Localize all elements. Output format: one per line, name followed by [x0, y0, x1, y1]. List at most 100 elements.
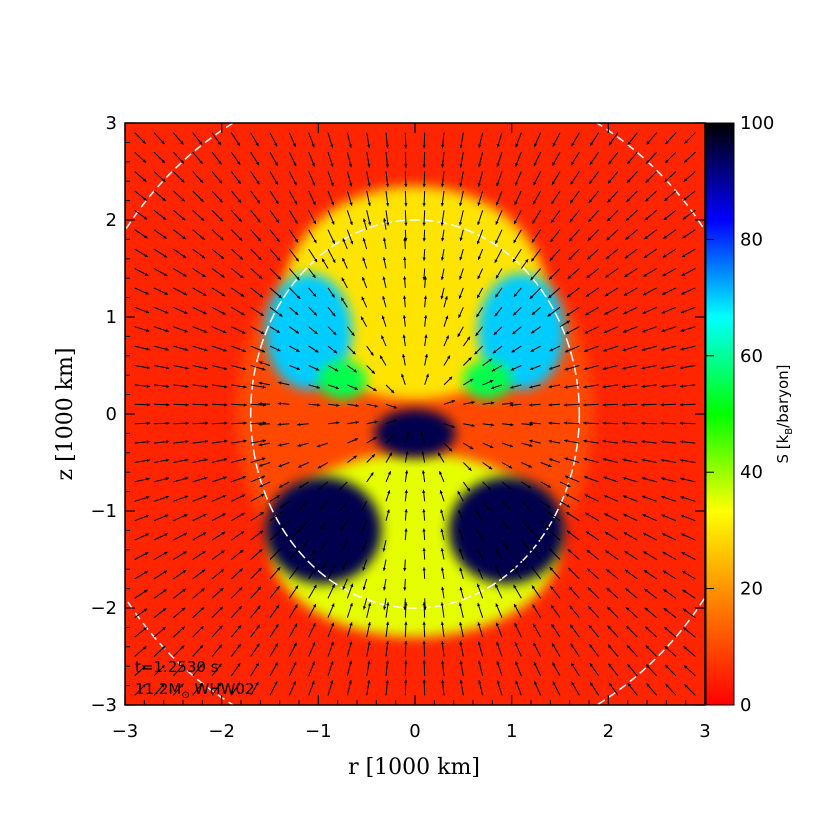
velocity-arrowhead	[164, 273, 168, 277]
velocity-arrowhead	[489, 444, 494, 449]
velocity-arrowhead	[570, 643, 574, 648]
velocity-arrowhead	[204, 403, 209, 407]
velocity-arrowhead	[164, 291, 168, 295]
velocity-arrowhead	[477, 183, 481, 187]
velocity-arrowhead	[584, 330, 589, 334]
velocity-arrowhead	[644, 235, 648, 240]
velocity-arrowhead	[529, 385, 533, 389]
velocity-arrowhead	[663, 608, 668, 612]
velocity-arrowhead	[495, 584, 499, 588]
velocity-arrowhead	[184, 329, 188, 333]
velocity-arrowhead	[349, 202, 353, 206]
velocity-arrowhead	[439, 490, 443, 494]
x-tick-label: −2	[208, 721, 235, 742]
velocity-arrowhead	[679, 384, 684, 388]
velocity-arrowhead	[608, 644, 612, 649]
velocity-arrowhead	[585, 531, 590, 535]
velocity-arrowhead	[660, 403, 664, 407]
velocity-arrowhead	[146, 496, 150, 500]
velocity-arrowhead	[262, 367, 266, 371]
velocity-arrowhead	[335, 386, 340, 390]
velocity-arrowhead	[165, 477, 169, 481]
velocity-arrowhead	[162, 608, 167, 612]
velocity-arrowhead	[534, 143, 538, 147]
velocity-arrowhead	[583, 457, 588, 461]
velocity-arrowhead	[608, 141, 613, 146]
velocity-arrowhead	[350, 583, 354, 588]
velocity-arrowhead	[623, 513, 627, 517]
velocity-arrowhead	[367, 602, 372, 606]
velocity-arrowhead	[294, 311, 299, 315]
velocity-arrowhead	[569, 605, 573, 610]
velocity-arrowhead	[294, 239, 299, 243]
velocity-arrowhead	[495, 603, 499, 607]
velocity-arrowhead	[241, 312, 245, 316]
velocity-arrowhead	[551, 200, 555, 204]
velocity-arrowhead	[162, 197, 166, 201]
velocity-arrowhead	[314, 330, 318, 335]
velocity-arrowhead	[258, 443, 262, 447]
y-tick-label: 0	[106, 404, 117, 425]
y-tick-label: −3	[90, 695, 117, 716]
velocity-arrowhead	[533, 642, 537, 647]
velocity-arrowhead	[362, 547, 366, 551]
velocity-arrowhead	[531, 330, 535, 334]
velocity-arrowhead	[563, 421, 568, 425]
x-tick-label: 3	[699, 721, 710, 742]
velocity-arrowhead	[422, 203, 426, 207]
velocity-arrowhead	[445, 335, 449, 339]
x-tick-label: −3	[112, 721, 139, 742]
velocity-arrowhead	[382, 296, 386, 300]
velocity-arrowhead	[312, 274, 316, 278]
velocity-arrowhead	[144, 235, 148, 239]
velocity-arrowhead	[621, 384, 626, 389]
velocity-arrowhead	[402, 354, 406, 358]
velocity-arrowhead	[240, 549, 244, 554]
velocity-arrowhead	[514, 642, 518, 646]
region-core	[374, 409, 456, 458]
velocity-arrowhead	[293, 661, 297, 666]
velocity-arrowhead	[589, 161, 593, 165]
velocity-arrowhead	[367, 144, 371, 148]
velocity-arrowhead	[180, 141, 184, 145]
velocity-arrowhead	[478, 680, 482, 684]
velocity-arrowhead	[362, 277, 366, 281]
velocity-arrowhead	[183, 273, 187, 277]
velocity-arrowhead	[341, 527, 345, 531]
velocity-arrowhead	[441, 144, 445, 149]
velocity-arrowhead	[563, 403, 568, 407]
velocity-arrowhead	[662, 254, 667, 258]
velocity-arrowhead	[622, 366, 626, 370]
velocity-arrowhead	[458, 295, 462, 299]
velocity-arrowhead	[311, 143, 315, 148]
velocity-arrowhead	[477, 275, 481, 280]
velocity-arrowhead	[551, 605, 555, 609]
velocity-arrowhead	[237, 644, 241, 648]
velocity-arrowhead	[163, 235, 167, 239]
velocity-arrowhead	[341, 277, 345, 282]
velocity-arrowhead	[275, 200, 279, 204]
velocity-arrowhead	[604, 293, 609, 297]
velocity-arrowhead	[660, 458, 665, 462]
velocity-arrowhead	[386, 602, 390, 606]
velocity-arrowhead	[161, 683, 165, 688]
velocity-arrowhead	[146, 458, 150, 463]
velocity-arrowhead	[626, 626, 630, 630]
velocity-arrowhead	[583, 385, 587, 389]
velocity-arrowhead	[314, 349, 319, 353]
velocity-arrowhead	[459, 276, 463, 280]
velocity-arrowhead	[143, 216, 148, 220]
velocity-arrowhead	[274, 181, 278, 185]
velocity-arrowhead	[570, 180, 574, 185]
velocity-arrowhead	[496, 641, 500, 646]
velocity-arrowhead	[641, 476, 646, 481]
velocity-arrowhead	[422, 145, 426, 149]
velocity-arrowhead	[348, 163, 353, 168]
y-tick-label: 3	[106, 113, 117, 134]
velocity-arrowhead	[662, 533, 666, 537]
velocity-arrowhead	[506, 526, 510, 530]
velocity-arrowhead	[548, 458, 553, 462]
velocity-arrowhead	[548, 421, 552, 425]
velocity-arrowhead	[566, 504, 570, 508]
velocity-arrowhead	[353, 455, 357, 459]
